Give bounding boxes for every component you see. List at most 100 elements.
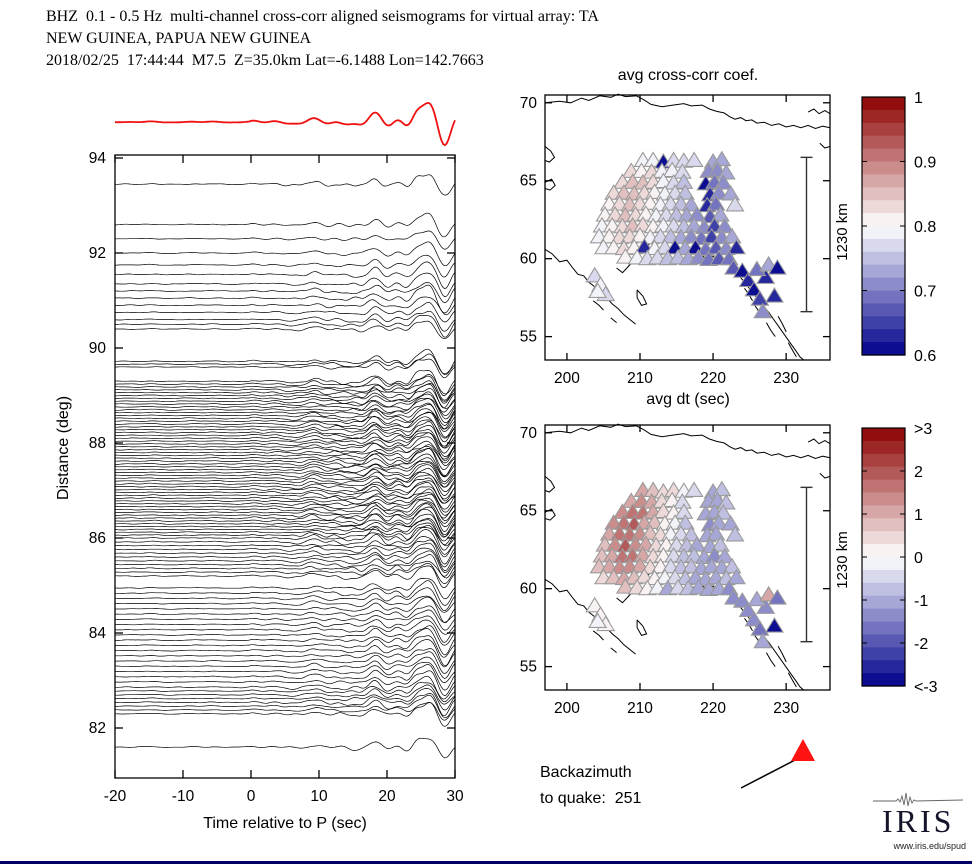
station-triangle	[715, 547, 735, 564]
coastline	[807, 108, 831, 115]
station-triangle	[684, 481, 704, 498]
seismogram-trace	[115, 580, 456, 606]
seismogram-trace	[114, 682, 456, 703]
seismogram-trace	[115, 562, 456, 584]
station-triangle	[588, 612, 608, 628]
seismogram-trace	[115, 457, 456, 478]
station-triangle	[756, 598, 776, 614]
svg-text:210: 210	[627, 370, 653, 387]
station-triangle	[585, 266, 605, 283]
coastline	[807, 438, 831, 445]
seismogram-trace	[114, 529, 456, 555]
seismogram-trace	[115, 619, 456, 643]
coastline	[544, 423, 831, 460]
coastline	[610, 647, 617, 653]
svg-text:70: 70	[520, 425, 538, 442]
svg-text:94: 94	[89, 150, 107, 167]
title-line-2: NEW GUINEA, PAPUA NEW GUINEA	[46, 30, 312, 47]
array-stack-trace	[115, 101, 456, 147]
seismogram-trace	[114, 272, 456, 298]
station-triangle	[732, 592, 752, 608]
seismogram-trace	[114, 508, 456, 536]
seismogram-trace	[114, 370, 456, 396]
svg-text:0.8: 0.8	[914, 219, 936, 236]
seismogram-trace	[114, 518, 456, 538]
iris-logo-url: www.iris.edu/spud	[893, 841, 966, 851]
seismogram-trace	[114, 380, 456, 402]
station-triangle	[753, 632, 773, 649]
coastline	[636, 289, 648, 306]
seismogram-trace	[114, 506, 456, 533]
coastline	[544, 146, 556, 163]
seismogram-trace	[114, 402, 456, 426]
svg-text:200: 200	[554, 370, 580, 387]
seismogram-trace	[115, 320, 456, 340]
seismogram-trace	[114, 542, 456, 568]
svg-text:210: 210	[627, 700, 653, 717]
svg-text:90: 90	[89, 340, 107, 357]
seismogram-trace	[114, 554, 456, 577]
svg-text:65: 65	[520, 173, 537, 190]
svg-text:230: 230	[773, 700, 799, 717]
seismogram-trace	[115, 693, 456, 717]
coastline	[544, 248, 636, 325]
coastline	[592, 300, 604, 311]
coastline	[787, 672, 797, 688]
title-line-1: BHZ 0.1 - 0.5 Hz multi-channel cross-cor…	[46, 8, 599, 25]
seismogram-trace	[115, 230, 456, 250]
svg-text:86: 86	[89, 530, 106, 547]
title-line-3: 2018/02/25 17:44:44 M7.5 Z=35.0km Lat=-6…	[46, 52, 484, 69]
svg-text:30: 30	[446, 788, 464, 805]
seismogram-trace	[114, 440, 456, 460]
seismogram-trace	[114, 661, 456, 683]
seismogram-trace	[115, 536, 456, 558]
cc-colorbar: 1 0.9 0.8 0.7 0.6	[861, 90, 936, 365]
svg-text:20: 20	[378, 788, 396, 805]
seismogram-trace	[115, 419, 456, 443]
seismogram-trace	[115, 353, 456, 375]
seismogram-trace	[114, 436, 456, 462]
svg-text:84: 84	[89, 625, 107, 642]
svg-text:70: 70	[520, 95, 538, 112]
seismogram-trace	[115, 578, 456, 600]
seismogram-trace	[115, 675, 456, 700]
seismogram-trace	[115, 625, 456, 646]
seismogram-trace	[114, 474, 456, 496]
seismogram-trace	[114, 502, 456, 524]
seismogram-trace	[115, 391, 456, 413]
coastline	[777, 316, 787, 333]
coastline	[592, 630, 604, 641]
seismogram-trace	[114, 615, 456, 635]
svg-text:-2: -2	[914, 636, 928, 653]
seismogram-trace	[114, 358, 456, 379]
station-triangle	[738, 271, 758, 288]
quake-direction-marker	[791, 739, 815, 761]
station-triangle	[767, 258, 787, 275]
seismogram-trace	[114, 374, 456, 395]
station-triangle	[615, 248, 635, 264]
seismogram-trace	[114, 524, 456, 547]
station-triangle	[684, 151, 704, 168]
seismogram-trace	[114, 587, 456, 612]
station-triangle	[687, 205, 707, 222]
svg-text:2: 2	[914, 464, 923, 481]
coastline	[636, 619, 648, 636]
seismogram-trace	[114, 539, 456, 565]
station-triangle	[750, 290, 770, 306]
coastline	[765, 322, 776, 337]
station-triangle	[750, 620, 770, 636]
seismogram-trace	[114, 486, 456, 504]
station-triangle	[744, 610, 764, 627]
seismogram-trace	[115, 702, 456, 727]
coastline	[544, 93, 831, 130]
seismogram-trace	[115, 464, 456, 488]
station-triangle	[764, 617, 784, 633]
svg-text:-20: -20	[104, 788, 127, 805]
seismogram-trace	[115, 596, 456, 624]
seismogram-trace	[114, 595, 456, 613]
svg-text:60: 60	[520, 581, 538, 598]
seismogram-trace	[115, 635, 456, 658]
station-triangle	[710, 205, 730, 222]
seismogram-trace	[115, 527, 456, 551]
svg-text:0: 0	[914, 550, 923, 567]
